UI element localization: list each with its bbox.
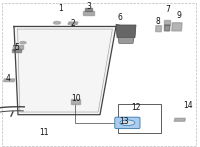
Polygon shape xyxy=(68,22,78,24)
Text: 10: 10 xyxy=(71,94,80,103)
Text: 6: 6 xyxy=(118,13,122,22)
Polygon shape xyxy=(156,26,162,32)
Polygon shape xyxy=(4,79,15,82)
Text: 11: 11 xyxy=(39,128,49,137)
Text: 12: 12 xyxy=(132,103,141,112)
Polygon shape xyxy=(116,25,136,37)
Text: 1: 1 xyxy=(59,4,63,13)
Text: 5: 5 xyxy=(14,42,19,52)
Text: 9: 9 xyxy=(177,11,181,20)
FancyBboxPatch shape xyxy=(2,3,196,146)
Text: 13: 13 xyxy=(120,117,129,126)
Text: 14: 14 xyxy=(183,101,193,110)
Polygon shape xyxy=(164,25,170,31)
FancyBboxPatch shape xyxy=(118,104,161,133)
Polygon shape xyxy=(83,11,94,15)
Polygon shape xyxy=(71,99,80,104)
FancyBboxPatch shape xyxy=(115,117,140,129)
Polygon shape xyxy=(118,37,134,43)
Polygon shape xyxy=(174,118,185,121)
Text: 4: 4 xyxy=(5,74,10,83)
Text: 2: 2 xyxy=(71,19,75,28)
Polygon shape xyxy=(172,23,182,31)
Ellipse shape xyxy=(120,120,135,126)
Polygon shape xyxy=(14,26,116,115)
Polygon shape xyxy=(85,8,92,11)
Text: 8: 8 xyxy=(156,17,160,26)
Text: 7: 7 xyxy=(166,5,170,14)
Polygon shape xyxy=(13,45,23,49)
Ellipse shape xyxy=(53,21,60,24)
Ellipse shape xyxy=(20,42,26,44)
Polygon shape xyxy=(164,20,170,25)
Text: 3: 3 xyxy=(87,2,91,11)
Polygon shape xyxy=(12,49,21,52)
